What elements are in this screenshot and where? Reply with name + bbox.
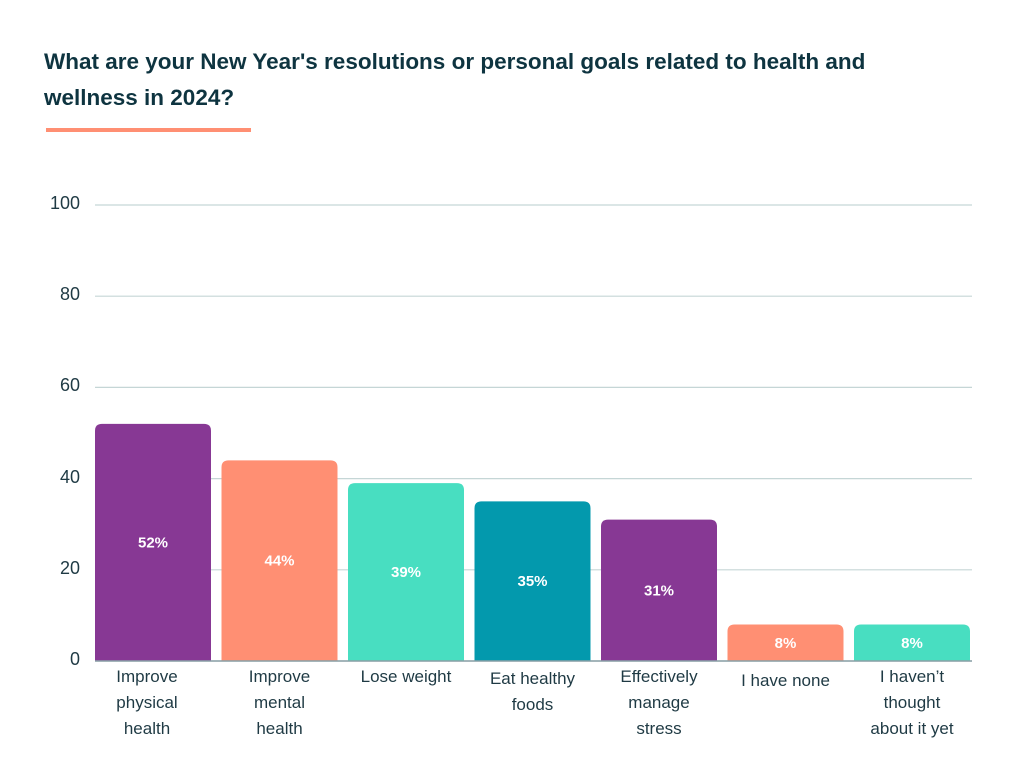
y-tick-label: 60 xyxy=(59,375,80,396)
data-label: 44% xyxy=(264,553,294,570)
data-label: 8% xyxy=(901,635,923,652)
x-tick-label: Eat healthy foods xyxy=(489,669,576,714)
data-label: 39% xyxy=(391,564,421,581)
y-tick-label: 0 xyxy=(69,649,80,669)
y-tick-label: 40 xyxy=(59,466,80,487)
x-tick-label: Improve physical health xyxy=(116,667,178,738)
data-label: 52% xyxy=(138,534,168,551)
bar xyxy=(95,423,211,661)
y-tick-label: 100 xyxy=(49,193,80,213)
data-label: 8% xyxy=(775,635,797,652)
bar xyxy=(727,624,844,661)
bar xyxy=(474,501,591,661)
data-label: 35% xyxy=(517,573,547,590)
title-underline xyxy=(46,128,251,132)
bar xyxy=(348,483,464,661)
x-tick-label: Effectively manage stress xyxy=(620,667,698,738)
x-tick-label: I haven’t thought about it yet xyxy=(870,667,954,738)
y-tick-label: 20 xyxy=(59,557,80,578)
x-tick-label: Lose weight xyxy=(360,667,452,686)
x-tick-label: Improve mental health xyxy=(248,667,311,738)
data-label: 31% xyxy=(644,582,674,599)
chart-title: What are your New Year's resolutions or … xyxy=(44,49,866,110)
bar xyxy=(601,519,717,661)
x-tick-label: I have none xyxy=(741,671,830,690)
bar xyxy=(221,460,338,661)
bar xyxy=(854,624,970,661)
y-tick-label: 80 xyxy=(59,284,80,305)
